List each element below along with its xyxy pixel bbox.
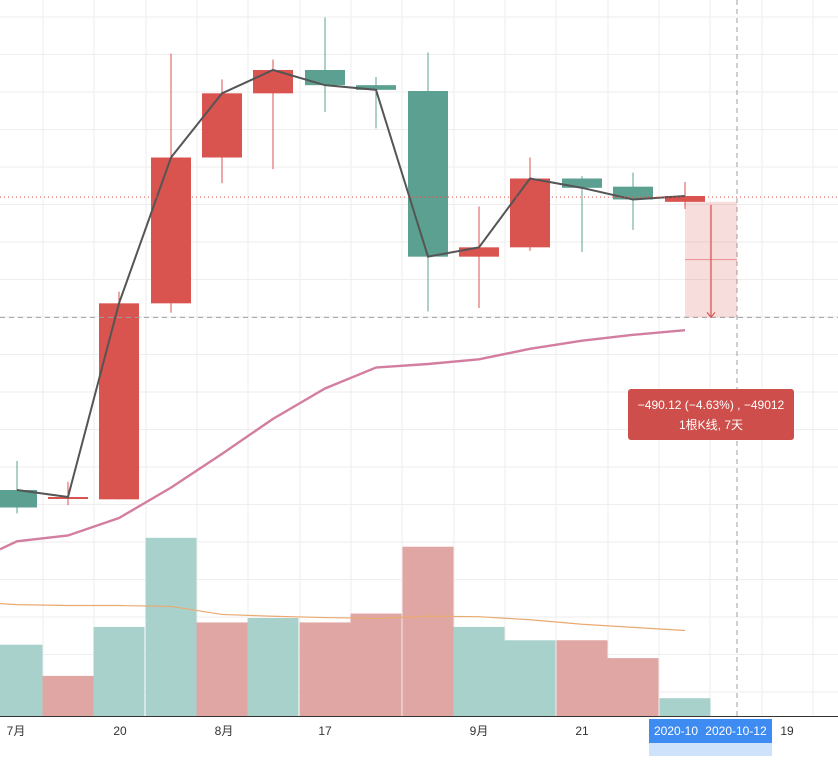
volume-bar xyxy=(145,537,197,716)
x-axis-highlight-shadow xyxy=(649,743,772,756)
candle-body xyxy=(0,490,37,508)
candle-body xyxy=(151,157,191,304)
volume-bars xyxy=(0,537,711,716)
volume-bar xyxy=(453,626,505,716)
close-price-line xyxy=(16,68,686,499)
candle xyxy=(305,17,345,112)
measure-arrow-head xyxy=(706,311,716,319)
candle xyxy=(459,206,499,308)
candle-body xyxy=(510,178,550,248)
volume-bar xyxy=(0,644,43,716)
candle xyxy=(202,79,242,184)
volume-ma-polyline xyxy=(0,603,686,632)
candle-body xyxy=(99,303,139,500)
candle xyxy=(408,52,448,312)
volume-bar xyxy=(607,658,659,716)
measure-tooltip xyxy=(628,389,794,440)
candle xyxy=(613,172,653,230)
candle xyxy=(99,291,139,500)
close-polyline xyxy=(16,68,686,499)
overlays: −490.12 (−4.63%) , −49012 1根K线, 7天 xyxy=(0,0,838,716)
x-tick-label: 9月 xyxy=(470,724,489,738)
measure-tooltip-line1: −490.12 (−4.63%) , −49012 xyxy=(638,398,785,412)
candle xyxy=(0,460,37,514)
candle xyxy=(253,59,293,170)
volume-bar xyxy=(93,626,145,716)
x-axis-highlight-bg xyxy=(649,719,703,743)
volume-bar xyxy=(299,622,351,716)
x-tick-label: 17 xyxy=(318,724,332,738)
x-axis-highlight-label: 2020-10-12 xyxy=(705,724,767,738)
candle-body xyxy=(408,91,448,257)
candle-body xyxy=(665,196,705,202)
x-axis-highlight-bg xyxy=(701,719,772,743)
volume-bar xyxy=(504,640,556,716)
x-axis: 7月 20 8月 17 9月 21 19 2020-10 2020-10-12 xyxy=(0,716,838,756)
measure-tooltip-line2: 1根K线, 7天 xyxy=(679,418,743,432)
candle-body xyxy=(459,247,499,257)
x-tick-label: 20 xyxy=(113,724,127,738)
candle xyxy=(665,182,705,209)
volume-ma-line xyxy=(0,603,686,632)
x-axis-highlight-label: 2020-10 xyxy=(654,724,698,738)
candle-body xyxy=(356,85,396,90)
candle xyxy=(356,77,396,129)
volume-bar xyxy=(247,618,299,716)
candle xyxy=(151,53,191,313)
volume-bar xyxy=(196,622,248,716)
ma-polyline xyxy=(0,328,686,551)
volume-bar xyxy=(402,546,454,716)
x-tick-label: 19 xyxy=(780,724,794,738)
volume-bar xyxy=(42,675,94,716)
x-tick-label: 8月 xyxy=(215,724,234,738)
candle xyxy=(510,157,550,251)
volume-bar xyxy=(350,613,402,716)
volume-bar xyxy=(556,640,608,716)
candle-body xyxy=(562,178,602,188)
candle-body xyxy=(202,93,242,158)
candles xyxy=(0,17,705,514)
price-ma-line xyxy=(0,328,686,551)
x-tick-label: 7月 xyxy=(7,724,26,738)
candle-body xyxy=(253,70,293,94)
volume-bar xyxy=(659,698,711,716)
candle-body xyxy=(305,70,345,86)
x-tick-label: 21 xyxy=(575,724,589,738)
